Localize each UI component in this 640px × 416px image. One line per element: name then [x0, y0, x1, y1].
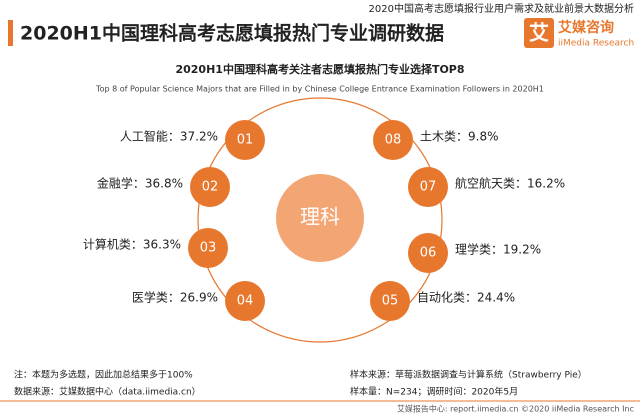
rank: 07 — [420, 180, 437, 195]
item-label: 医学类：26.9% — [132, 290, 218, 305]
item-label: 理学类：19.2% — [455, 242, 541, 257]
diagram-subtitle: Top 8 of Popular Science Majors that are… — [95, 85, 544, 94]
report-name: 2020中国高考志愿填报行业用户需求及就业前景大数据分析 — [369, 2, 634, 15]
rank-circle — [190, 167, 230, 207]
rank: 02 — [202, 180, 219, 195]
item-label: 航空航天类：16.2% — [455, 176, 565, 191]
logo-mark: 艾 — [529, 21, 549, 45]
rank-circle — [408, 233, 448, 273]
rank: 08 — [385, 133, 402, 148]
rank: 04 — [237, 294, 254, 309]
rank: 03 — [200, 241, 217, 256]
rank-circle — [370, 281, 410, 321]
rank-circle — [408, 167, 448, 207]
center-circle — [276, 174, 364, 262]
rank: 06 — [420, 246, 437, 261]
item-label: 自动化类：24.4% — [417, 291, 515, 305]
items: 01 人工智能：37.2% 02 金融学：36.8% 03 计算机类：36.3% 04 医学类… — [83, 120, 565, 321]
ring — [197, 97, 443, 343]
rank-circle — [225, 120, 265, 160]
rank-circle — [225, 281, 265, 321]
page-title: 2020H1中国理科高考志愿填报热门专业调研数据 — [20, 22, 444, 45]
rank-circle — [373, 120, 413, 160]
rank: 01 — [237, 133, 254, 148]
center-label: 理科 — [300, 205, 340, 229]
rank-circle — [188, 228, 228, 268]
note: 注：本题为多选题，因此加总结果多于100% — [14, 369, 193, 381]
rank: 05 — [382, 294, 399, 309]
copyright: 艾媒报告中心: report.iimedia.cn ©2020 iiMedia … — [397, 404, 634, 414]
source: 数据来源：艾媒数据中心（data.iimedia.cn） — [14, 386, 201, 398]
title-accent — [8, 20, 13, 46]
item-label: 土木类：9.8% — [420, 130, 499, 144]
sample-size: 样本量：N=234；调研时间：2020年5月 — [350, 386, 518, 398]
logo-name: 艾媒咨询 — [558, 19, 614, 36]
item-label: 金融学：36.8% — [97, 176, 183, 191]
logo-box — [524, 18, 554, 48]
sample-source: 样本来源：草莓派数据调查与计算系统（Strawberry Pie） — [350, 369, 587, 381]
item-label: 人工智能：37.2% — [120, 129, 218, 144]
logo-en: iiMedia Research — [558, 39, 634, 49]
diagram-title: 2020H1中国理科高考关注者志愿填报热门专业选择TOP8 — [175, 62, 464, 76]
item-label: 计算机类：36.3% — [83, 237, 181, 252]
